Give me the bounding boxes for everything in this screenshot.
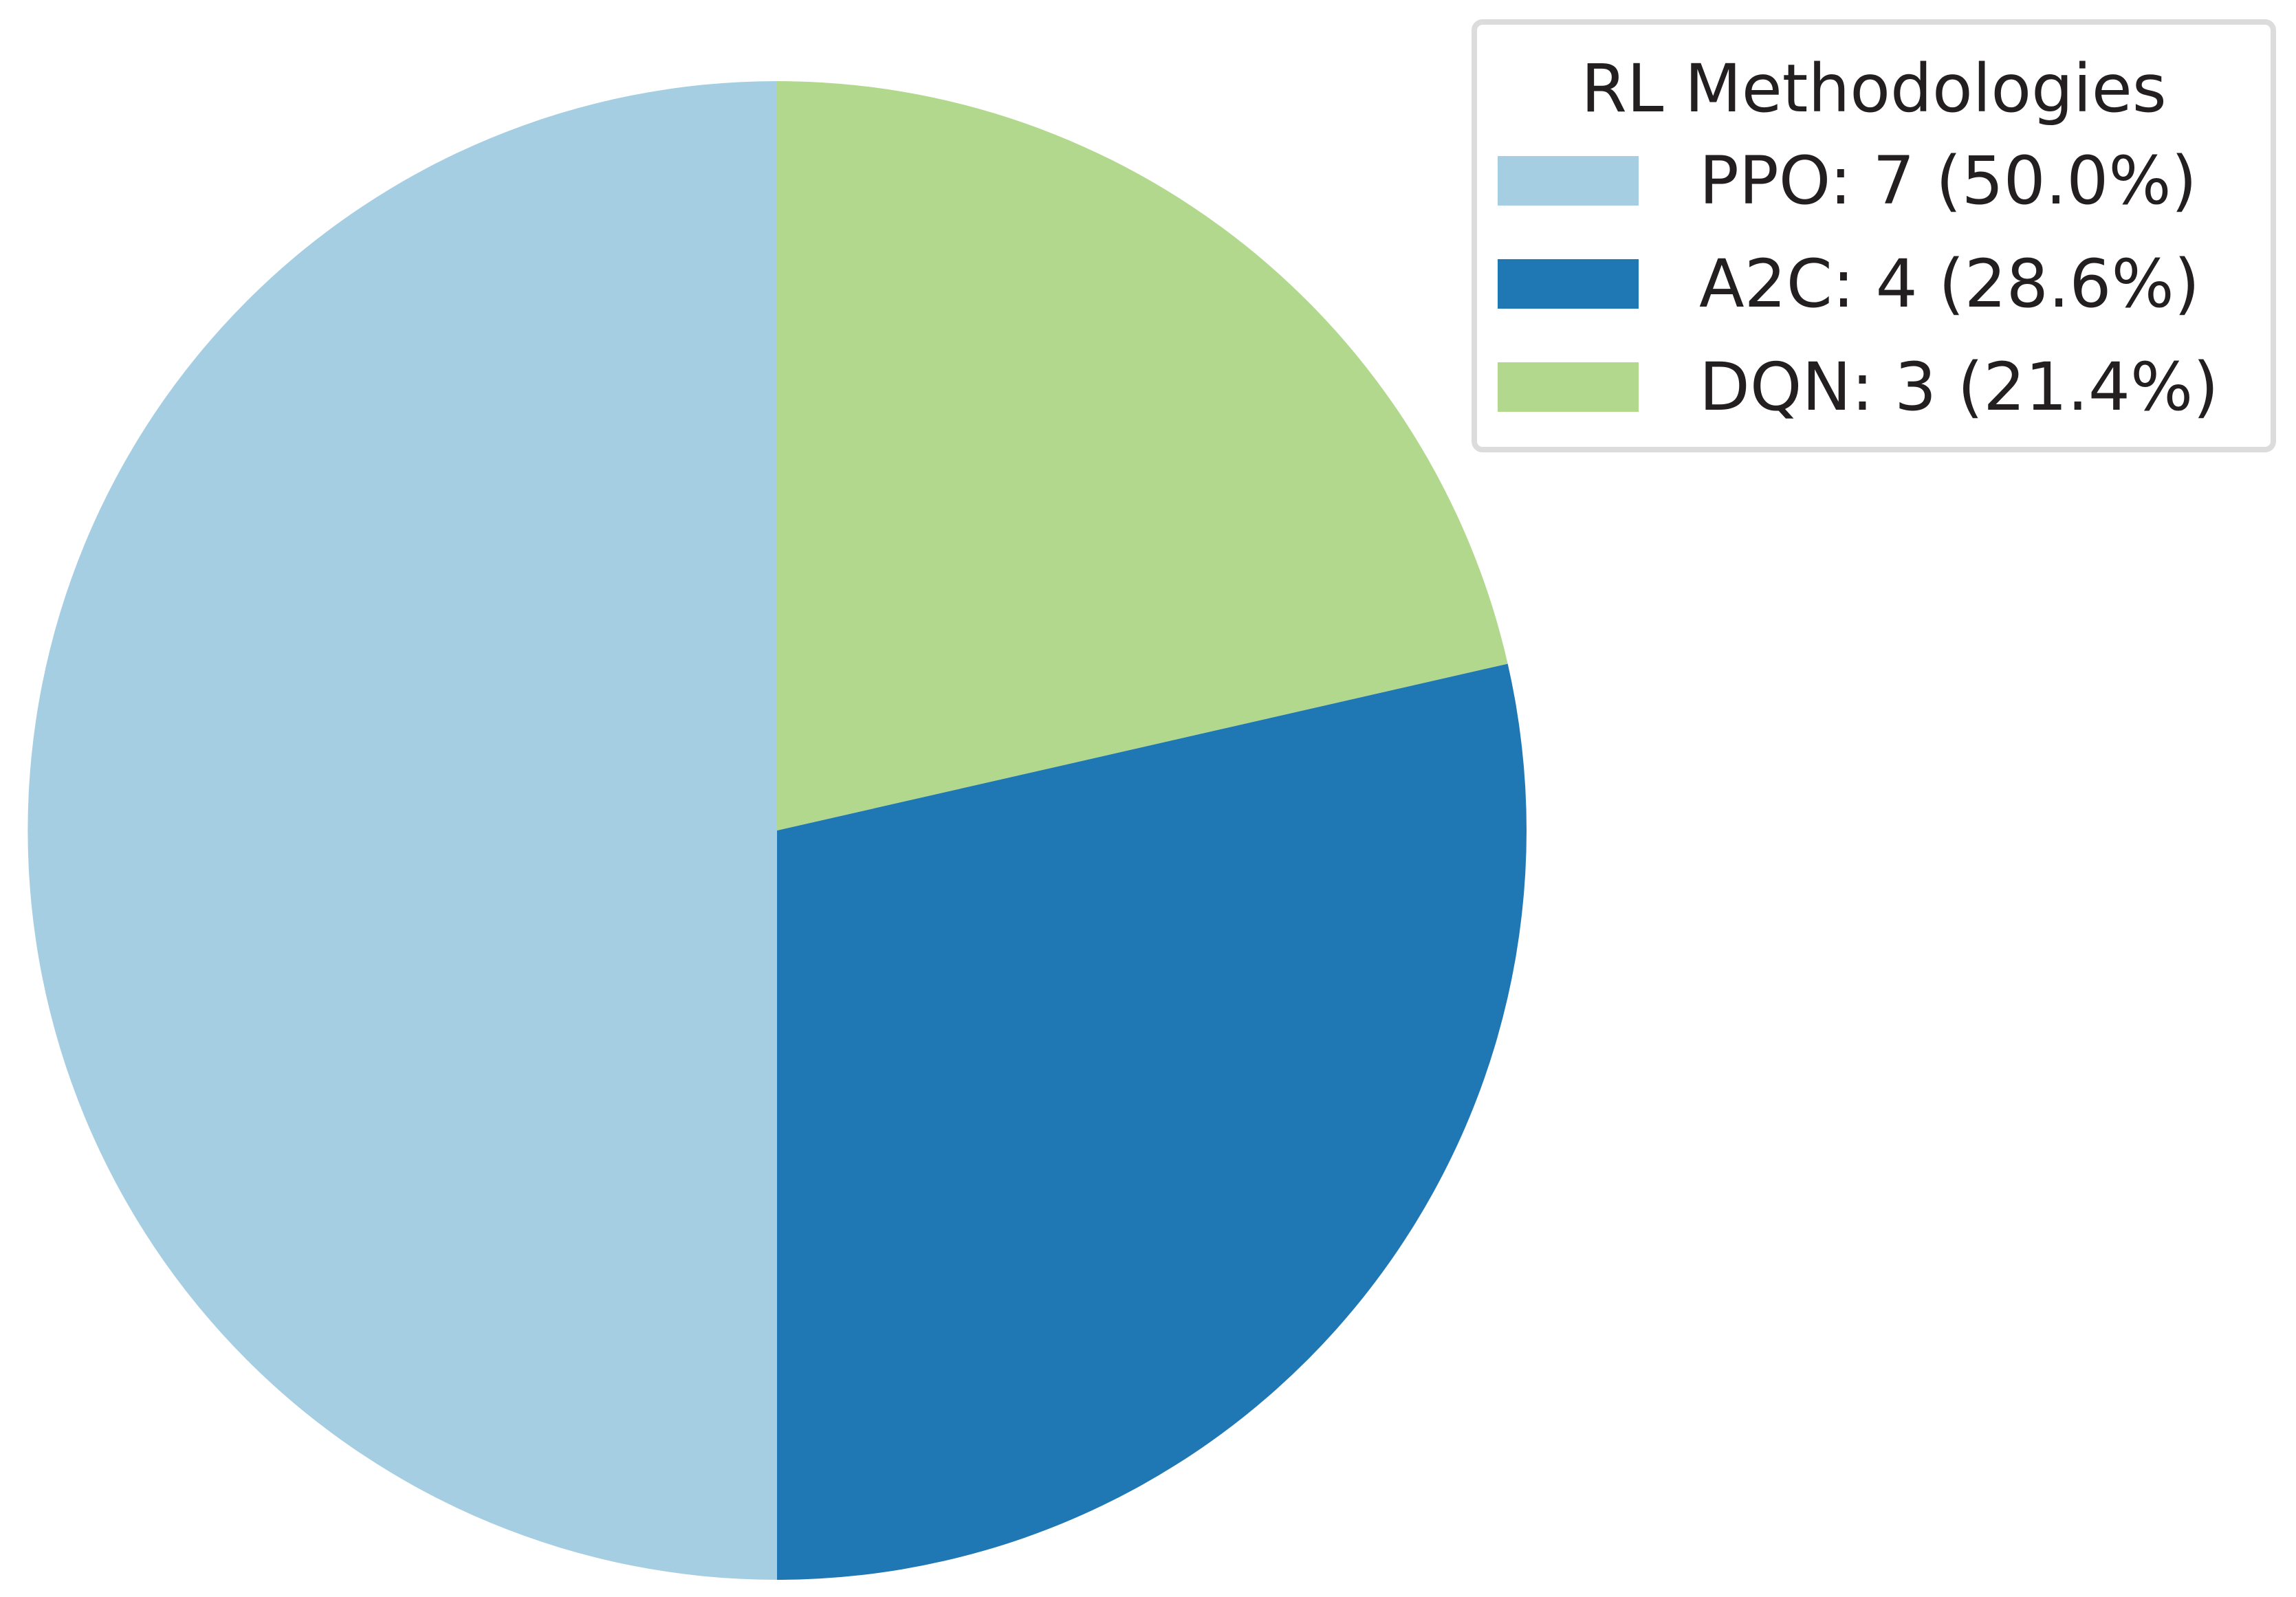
pie-slice-a2c: [777, 663, 1527, 1581]
legend: RL Methodologies PPO: 7 (50.0%) A2C: 4 (…: [1472, 19, 2276, 452]
legend-title: RL Methodologies: [1581, 50, 2167, 127]
pie-slice-ppo: [28, 81, 777, 1580]
legend-entry-a2c: A2C: 4 (28.6%): [1498, 246, 2200, 322]
legend-label-ppo: PPO: 7 (50.0%): [1699, 142, 2197, 219]
legend-swatch-dqn: [1498, 362, 1639, 412]
legend-swatch-ppo: [1498, 156, 1639, 206]
legend-label-dqn: DQN: 3 (21.4%): [1699, 349, 2219, 426]
legend-entry-ppo: PPO: 7 (50.0%): [1498, 143, 2197, 219]
pie-slice-dqn: [777, 81, 1508, 830]
legend-entry-dqn: DQN: 3 (21.4%): [1498, 349, 2219, 425]
pie-slices: [28, 81, 1527, 1581]
legend-label-a2c: A2C: 4 (28.6%): [1699, 245, 2200, 322]
legend-swatch-a2c: [1498, 259, 1639, 309]
